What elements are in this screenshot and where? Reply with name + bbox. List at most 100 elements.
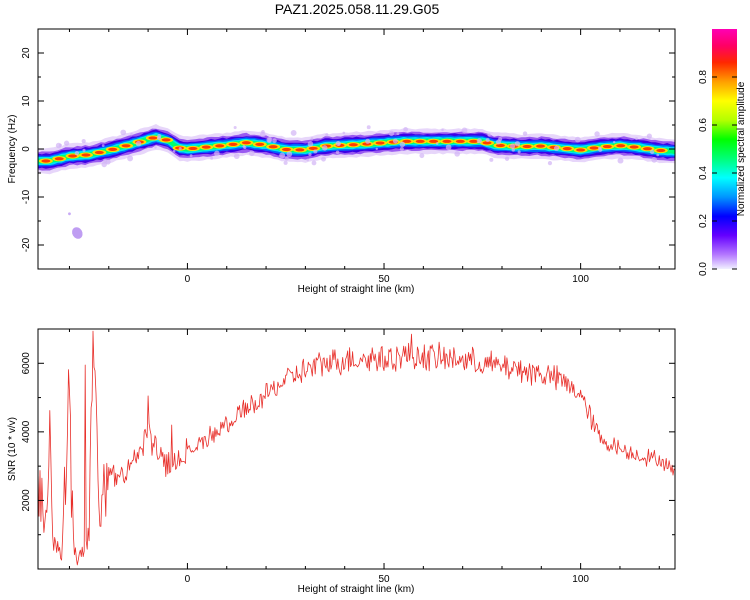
spectrogram-speckle <box>522 131 528 136</box>
spectrogram-speckle <box>392 138 398 144</box>
spectrogram-core-peak <box>589 146 599 150</box>
spectrogram-band <box>38 134 675 164</box>
spectrogram-speckle <box>498 137 503 142</box>
spectrogram-speckle <box>511 148 515 152</box>
spectrogram-speckle <box>366 125 371 130</box>
spectrogram-core-peak <box>161 138 171 142</box>
spectrogram-speckle <box>388 130 395 137</box>
spectrogram-speckle <box>461 127 468 134</box>
spectrogram-core-peak <box>482 141 492 145</box>
spectrogram-speckle <box>325 133 329 137</box>
colorbar-label: Normalized spectral amplitude <box>736 81 747 216</box>
spectrogram-core-peak <box>241 141 251 145</box>
colorbar-tick-label: 0.4 <box>698 166 709 180</box>
spectrogram-core-peak <box>68 154 78 158</box>
spectrogram-speckle <box>375 147 378 151</box>
spectrogram-speckle <box>68 212 71 216</box>
spectrogram-core-peak <box>522 144 532 149</box>
snr-y-tick-label: 2000 <box>21 489 32 512</box>
spectrogram-speckle <box>233 125 237 130</box>
spectrogram-speckle <box>553 145 560 151</box>
spectrogram-core-peak <box>429 139 439 143</box>
spectrogram-core-peak <box>255 142 265 146</box>
spectrogram-speckle <box>127 155 134 162</box>
spectrogram-speckle <box>214 150 220 157</box>
spectrogram-speckle <box>101 144 105 147</box>
spectrogram-speckle <box>233 153 240 160</box>
snr-y-tick-label: 6000 <box>21 352 32 375</box>
spectrogram-core-peak <box>656 148 666 153</box>
spectrogram-speckle <box>617 157 624 164</box>
colorbar-tick-label: 0.0 <box>698 262 709 276</box>
spectrogram-speckle <box>651 156 658 163</box>
spectrogram-speckle <box>321 145 328 151</box>
snr-x-label: Height of straight line (km) <box>298 584 415 595</box>
colorbar-gradient <box>712 29 737 269</box>
spectrogram-speckle <box>290 129 297 136</box>
spectrogram-speckle <box>612 140 616 144</box>
spectrogram-speckle <box>279 152 286 159</box>
snr-panel: 0 50 100 2000 4000 6000 Height of straight li… <box>7 328 676 595</box>
spectrogram-core-peak <box>455 139 465 143</box>
spectrogram-core-peak <box>576 148 586 152</box>
colorbar-tick-label: 0.2 <box>698 214 709 228</box>
spectrogram-speckle <box>594 131 600 137</box>
spectrogram-speckle <box>272 138 277 144</box>
spectrogram-core-peak <box>295 148 305 152</box>
spectrogram-x-tick-label: 50 <box>378 274 390 285</box>
colorbar-ticks: 0.0 0.2 0.4 0.6 0.8 <box>698 70 737 276</box>
spectrogram-core-peak <box>402 139 412 143</box>
snr-x-tick-label: 100 <box>572 574 589 585</box>
snr-series-line <box>38 330 675 566</box>
spectrogram-speckle <box>63 140 70 146</box>
spectrogram-speckle <box>306 158 310 162</box>
spectrogram-speckle <box>81 139 86 144</box>
spectrogram-ticks: 0 50 100 -20 -10 0 10 20 <box>21 28 675 285</box>
snr-y-label: SNR (10 * v/v) <box>7 417 18 481</box>
spectrogram-core-peak <box>41 159 51 163</box>
spectrogram-speckle <box>441 128 444 132</box>
spectrogram-y-tick-label: -10 <box>21 189 32 204</box>
spectrogram-speckle <box>284 156 289 161</box>
spectrogram-core-peak <box>348 143 358 147</box>
spectrogram-speckle <box>396 132 400 136</box>
spectrogram-speckle <box>308 152 312 156</box>
spectrogram-speckle <box>335 150 340 155</box>
spectrogram-speckle <box>243 145 247 150</box>
spectrogram-core-peak <box>215 144 225 148</box>
spectrogram-speckle <box>649 149 655 155</box>
spectrogram-speckle <box>261 130 265 134</box>
spectrogram-speckle <box>656 153 660 157</box>
spectrogram-y-tick-label: 0 <box>21 146 32 152</box>
spectrogram-speckle <box>178 146 182 151</box>
spectrogram-speckle <box>476 138 482 144</box>
spectrogram-y-tick-label: 10 <box>21 95 32 107</box>
spectrogram-speckle <box>321 156 326 162</box>
spectrogram-speckle <box>335 140 341 146</box>
spectrogram-speckle <box>74 150 80 156</box>
spectrogram-core-peak <box>562 147 572 151</box>
spectrogram-speckle <box>103 158 108 163</box>
spectrogram-speckle <box>82 148 86 152</box>
spectrogram-y-tick-label: 20 <box>21 47 32 59</box>
snr-y-tick-label: 4000 <box>21 420 32 443</box>
spectrogram-core-peak <box>282 147 292 152</box>
spectrogram-speckle <box>311 160 317 166</box>
spectrogram-speckle <box>189 154 193 158</box>
spectrogram-speckle <box>172 149 176 153</box>
spectrogram-speckle <box>154 146 157 149</box>
spectrogram-core-peak <box>375 141 385 145</box>
spectrogram-speckle <box>157 136 162 141</box>
spectrogram-core-peak <box>308 146 318 151</box>
spectrogram-speckle <box>445 144 452 151</box>
spectrogram-y-label: Frequency (Hz) <box>7 115 18 184</box>
spectrogram-speckle <box>283 160 288 165</box>
spectrogram-core-peak <box>121 144 131 148</box>
spectrogram-speckle <box>310 137 314 140</box>
spectrogram-speckle <box>267 138 272 143</box>
spectrogram-speckle <box>365 138 371 144</box>
spectrogram-core-peak <box>495 143 505 148</box>
snr-ticks: 0 50 100 2000 4000 6000 <box>21 328 675 585</box>
colorbar-tick-label: 0.8 <box>698 70 709 84</box>
